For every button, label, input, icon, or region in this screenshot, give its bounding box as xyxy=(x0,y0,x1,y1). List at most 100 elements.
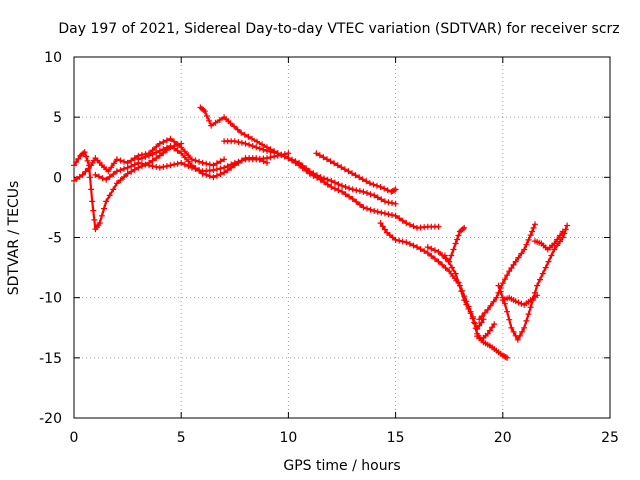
data-point-marker xyxy=(515,254,522,261)
data-point-marker xyxy=(392,200,399,207)
data-point-marker xyxy=(246,141,253,148)
data-point-marker xyxy=(110,171,117,178)
data-point-marker xyxy=(84,157,91,164)
data-point-marker xyxy=(328,177,335,184)
data-point-marker xyxy=(349,196,356,202)
data-point-marker xyxy=(484,306,491,313)
data-point-marker xyxy=(142,153,149,160)
data-point-marker xyxy=(455,279,462,286)
data-point-marker xyxy=(135,156,142,163)
data-point-marker xyxy=(149,157,156,164)
data-point-marker xyxy=(156,164,163,171)
data-point-marker xyxy=(399,217,406,224)
y-tick-label: -10 xyxy=(39,291,62,307)
data-point-marker xyxy=(87,174,94,181)
data-point-marker xyxy=(138,160,145,167)
data-point-marker xyxy=(231,123,238,130)
data-point-marker xyxy=(256,156,263,163)
data-point-marker xyxy=(83,153,90,160)
x-tick-label: 15 xyxy=(387,430,405,446)
data-point-marker xyxy=(256,145,263,152)
data-point-marker xyxy=(331,179,338,186)
data-point-marker xyxy=(217,165,224,172)
data-point-marker xyxy=(378,196,385,203)
data-point-marker xyxy=(75,155,82,162)
data-point-marker xyxy=(206,161,213,168)
data-point-marker xyxy=(360,188,367,195)
data-point-marker xyxy=(124,170,131,177)
data-point-marker xyxy=(381,198,388,205)
data-point-marker xyxy=(463,301,470,308)
data-point-marker xyxy=(174,160,181,167)
data-point-marker xyxy=(149,163,156,170)
data-point-marker xyxy=(285,155,292,162)
data-point-marker xyxy=(381,226,388,233)
data-point-marker xyxy=(414,244,420,251)
data-point-marker xyxy=(370,181,377,188)
data-point-marker xyxy=(203,160,210,167)
data-point-marker xyxy=(327,158,334,165)
y-tick-label: -5 xyxy=(48,231,62,247)
data-point-marker xyxy=(452,240,459,247)
data-point-marker xyxy=(469,315,476,322)
data-point-marker xyxy=(396,237,403,244)
data-point-marker xyxy=(554,236,561,243)
data-point-marker xyxy=(424,244,431,251)
data-point-marker xyxy=(108,164,115,171)
data-point-marker xyxy=(199,170,206,177)
data-point-marker xyxy=(385,199,392,206)
data-point-marker xyxy=(160,139,167,145)
data-point-marker xyxy=(406,221,413,228)
data-point-marker xyxy=(203,113,210,119)
data-point-marker xyxy=(363,178,370,185)
data-point-marker xyxy=(539,270,546,277)
data-point-marker xyxy=(181,148,188,155)
data-point-marker xyxy=(501,276,508,283)
data-point-marker xyxy=(121,158,127,165)
data-point-marker xyxy=(342,191,349,198)
data-series xyxy=(71,104,571,361)
data-point-marker xyxy=(564,222,571,229)
data-point-marker xyxy=(341,166,348,173)
data-point-marker xyxy=(117,167,124,174)
y-tick-label: 5 xyxy=(53,110,62,126)
data-point-marker xyxy=(203,171,210,178)
data-point-marker xyxy=(321,179,328,186)
data-point-marker xyxy=(449,264,456,271)
data-point-marker xyxy=(353,198,360,205)
data-point-marker xyxy=(339,182,345,189)
data-point-marker xyxy=(461,297,468,304)
data-point-marker xyxy=(160,163,167,170)
data-point-marker xyxy=(167,143,174,149)
series-sat-d xyxy=(135,143,270,181)
data-point-marker xyxy=(504,272,511,279)
data-point-marker xyxy=(512,298,519,305)
data-point-marker xyxy=(249,143,256,149)
data-point-marker xyxy=(81,149,88,156)
data-point-marker xyxy=(314,174,320,181)
data-point-marker xyxy=(92,171,99,178)
x-tick-label: 10 xyxy=(279,430,297,446)
data-point-marker xyxy=(254,138,260,145)
data-point-marker xyxy=(403,239,410,246)
data-point-marker xyxy=(213,166,220,173)
data-point-marker xyxy=(192,157,199,164)
data-point-marker xyxy=(210,174,217,181)
data-point-marker xyxy=(428,253,435,259)
data-point-marker xyxy=(491,321,498,328)
data-point-marker xyxy=(238,129,245,136)
data-point-marker xyxy=(441,252,448,259)
data-point-marker xyxy=(153,163,160,170)
data-point-marker xyxy=(510,261,517,268)
data-point-marker xyxy=(245,133,252,140)
data-point-marker xyxy=(476,322,483,329)
data-point-marker xyxy=(185,152,192,159)
data-point-marker xyxy=(542,264,549,271)
data-point-marker xyxy=(504,308,511,315)
data-point-marker xyxy=(506,316,513,323)
data-point-marker xyxy=(124,164,131,171)
data-point-marker xyxy=(216,117,223,123)
data-point-marker xyxy=(378,209,385,216)
data-point-marker xyxy=(352,172,359,179)
data-point-marker xyxy=(121,173,127,180)
